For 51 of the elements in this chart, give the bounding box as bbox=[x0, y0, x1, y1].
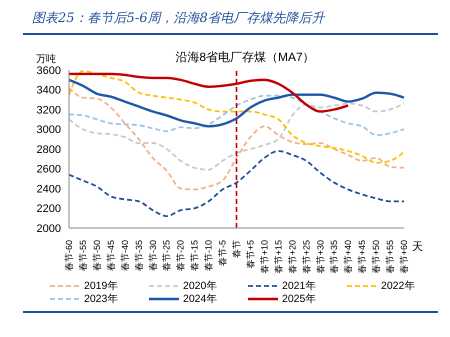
legend-label: 2024年 bbox=[183, 292, 218, 306]
line-series bbox=[68, 70, 405, 164]
x-tick-label: 春节-50 bbox=[92, 240, 102, 272]
x-tick-label: 春节+25 bbox=[301, 240, 312, 274]
y-tick-label: 2800 bbox=[36, 144, 61, 156]
legend-label: 2019年 bbox=[84, 278, 118, 292]
x-tick-label: 春节-40 bbox=[120, 240, 130, 272]
x-tick-label: 春节+50 bbox=[371, 240, 382, 274]
y-tick-label: 3400 bbox=[36, 84, 61, 97]
legend-label: 2023年 bbox=[84, 292, 118, 306]
legend-label: 2022年 bbox=[381, 278, 416, 292]
y-tick-label: 3200 bbox=[36, 104, 61, 116]
x-tick-label: 春节-5 bbox=[218, 240, 228, 266]
x-tick-label: 春节-45 bbox=[106, 240, 116, 272]
y-tick-label: 2200 bbox=[36, 203, 61, 216]
x-tick-label: 春节+45 bbox=[357, 240, 368, 274]
line-series bbox=[68, 94, 405, 136]
chart-subtitle: 沿海8省电厂存煤（MA7） bbox=[174, 49, 316, 66]
x-tick-label: 春节+55 bbox=[385, 240, 396, 274]
x-tick-label: 春节-60 bbox=[64, 240, 74, 272]
x-tick-label: 春节+15 bbox=[273, 240, 284, 274]
x-tick-label: 春节+60 bbox=[399, 240, 409, 274]
y-tick-label: 2000 bbox=[36, 222, 61, 235]
x-tick-label: 春节-10 bbox=[204, 240, 214, 272]
y-tick-label: 2600 bbox=[36, 164, 61, 176]
x-tick-label: 春节 bbox=[232, 240, 242, 258]
legend-label: 2020年 bbox=[183, 278, 218, 292]
y-axis-title: 万吨 bbox=[36, 52, 56, 66]
x-tick-label: 春节-55 bbox=[78, 240, 88, 272]
x-tick-label: 春节+5 bbox=[245, 240, 256, 268]
line-series bbox=[68, 78, 406, 128]
x-tick-label: 春节-30 bbox=[148, 240, 158, 272]
y-tick-label: 3600 bbox=[36, 64, 61, 77]
line-series bbox=[68, 102, 405, 171]
x-tick-label: 春节-35 bbox=[134, 240, 144, 272]
x-tick-label: 春节-25 bbox=[162, 240, 172, 272]
legend-label: 2021年 bbox=[282, 278, 316, 292]
y-tick-label: 3000 bbox=[36, 124, 61, 136]
chart-title: 图表25：春节后5-6周，沿海8省电厂存煤先降后升 bbox=[32, 10, 325, 27]
x-tick-label: 春节+40 bbox=[343, 240, 354, 274]
x-tick-label: 春节+35 bbox=[329, 240, 340, 274]
x-tick-label: 春节+20 bbox=[287, 240, 298, 274]
legend-label: 2025年 bbox=[282, 292, 316, 306]
x-tick-label: 春节+10 bbox=[259, 240, 270, 274]
line-series bbox=[68, 150, 405, 218]
x-axis-title: 天 bbox=[412, 239, 423, 254]
x-tick-label: 春节-15 bbox=[190, 240, 200, 272]
x-tick-label: 春节+30 bbox=[315, 240, 326, 274]
line-series bbox=[68, 86, 405, 190]
y-tick-label: 2400 bbox=[36, 183, 61, 196]
x-tick-label: 春节-20 bbox=[176, 240, 186, 272]
